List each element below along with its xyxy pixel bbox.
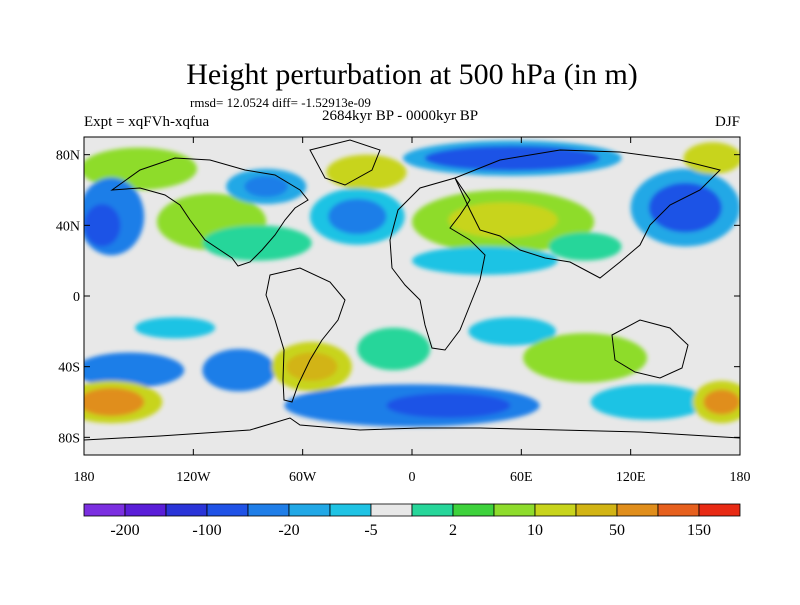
colorbar: -200 -100 -20 -5 2 10 50 150 — [83, 503, 741, 539]
antarctica-coast — [84, 417, 740, 441]
contour-region-blue — [328, 198, 387, 235]
map-panel — [84, 137, 740, 455]
lon-tick-label: 120E — [616, 470, 646, 485]
lat-tick-label: 80N — [56, 149, 80, 164]
contour-region-olive — [683, 142, 740, 175]
contour-region-yellowgreen — [523, 333, 648, 383]
australia-coast — [611, 319, 689, 379]
colorbar-swatch — [575, 503, 618, 517]
contour-region-cyan — [412, 246, 558, 275]
lat-tick-label: 80S — [58, 431, 80, 446]
colorbar-swatch — [247, 503, 290, 517]
colorbar-label: -5 — [364, 522, 377, 539]
colorbar-swatch — [206, 503, 249, 517]
coastlines — [84, 139, 740, 441]
colorbar-swatch — [124, 503, 167, 517]
experiment-label: Expt = xqFVh-xqfua — [84, 114, 209, 130]
lon-tick-label: 0 — [409, 470, 416, 485]
contour-region-cyan — [135, 317, 216, 339]
contour-field — [84, 140, 740, 427]
colorbar-swatch — [329, 503, 372, 517]
colorbar-swatch — [616, 503, 659, 517]
asia-coast — [454, 149, 721, 279]
colorbar-swatch — [698, 503, 741, 517]
contour-region-deepblue — [648, 182, 722, 233]
contour-region-olive — [326, 154, 407, 190]
colorbar-label: -20 — [278, 522, 299, 539]
colorbar-label: -200 — [110, 522, 139, 539]
colorbar-swatch — [657, 503, 700, 517]
lon-tick-label: 60W — [289, 470, 317, 485]
contour-region-olive — [448, 202, 558, 238]
lon-tick-label: 180 — [730, 470, 751, 485]
lon-tick-label: 120W — [176, 470, 211, 485]
colorbar-swatch — [493, 503, 536, 517]
colorbar-label: 10 — [527, 522, 543, 539]
europe-africa-coast — [389, 177, 486, 351]
figure-title: Height perturbation at 500 hPa (in m) — [186, 58, 638, 91]
stats-label: rmsd= 12.0524 diff= -1.52913e-09 — [190, 95, 371, 110]
colorbar-swatch — [83, 503, 126, 517]
colorbar-swatch — [370, 503, 413, 517]
latitude-axis: 80N 40N 0 40S 80S — [56, 149, 740, 446]
north-america-coast — [110, 157, 309, 267]
colorbar-swatch — [452, 503, 495, 517]
contour-region-cyan — [468, 317, 556, 346]
contour-region-gold — [286, 352, 338, 381]
colorbar-label: -100 — [192, 522, 221, 539]
colorbar-swatch — [534, 503, 577, 517]
colorbar-label: 150 — [687, 522, 711, 539]
lon-tick-label: 60E — [510, 470, 533, 485]
contour-region-deepblue — [386, 393, 511, 418]
contour-region-blue — [84, 352, 185, 388]
longitude-axis: 180 120W 60W 0 60E 120E 180 — [74, 137, 751, 485]
colorbar-label: 2 — [449, 522, 457, 539]
contour-region-blue — [202, 349, 276, 392]
period-label: 2684kyr BP - 0000kyr BP — [322, 108, 478, 124]
south-america-coast — [265, 267, 346, 403]
colorbar-swatch — [411, 503, 454, 517]
contour-region-teal — [357, 327, 431, 371]
contour-region-orange — [703, 389, 740, 415]
lon-tick-label: 180 — [74, 470, 95, 485]
lat-tick-label: 40N — [56, 219, 80, 234]
contour-region-teal — [202, 225, 312, 261]
colorbar-swatch — [288, 503, 331, 517]
lat-tick-label: 40S — [58, 361, 80, 376]
contour-region-cyan — [590, 384, 708, 420]
colorbar-swatch — [165, 503, 208, 517]
contour-region-orange — [84, 387, 145, 417]
colorbar-label: 50 — [609, 522, 625, 539]
contour-region-deepblue — [84, 204, 121, 247]
contour-region-teal — [548, 232, 622, 261]
greenland-coast — [309, 139, 381, 186]
season-label: DJF — [715, 114, 740, 130]
contour-region-blue — [244, 175, 289, 198]
lat-tick-label: 0 — [73, 290, 80, 305]
